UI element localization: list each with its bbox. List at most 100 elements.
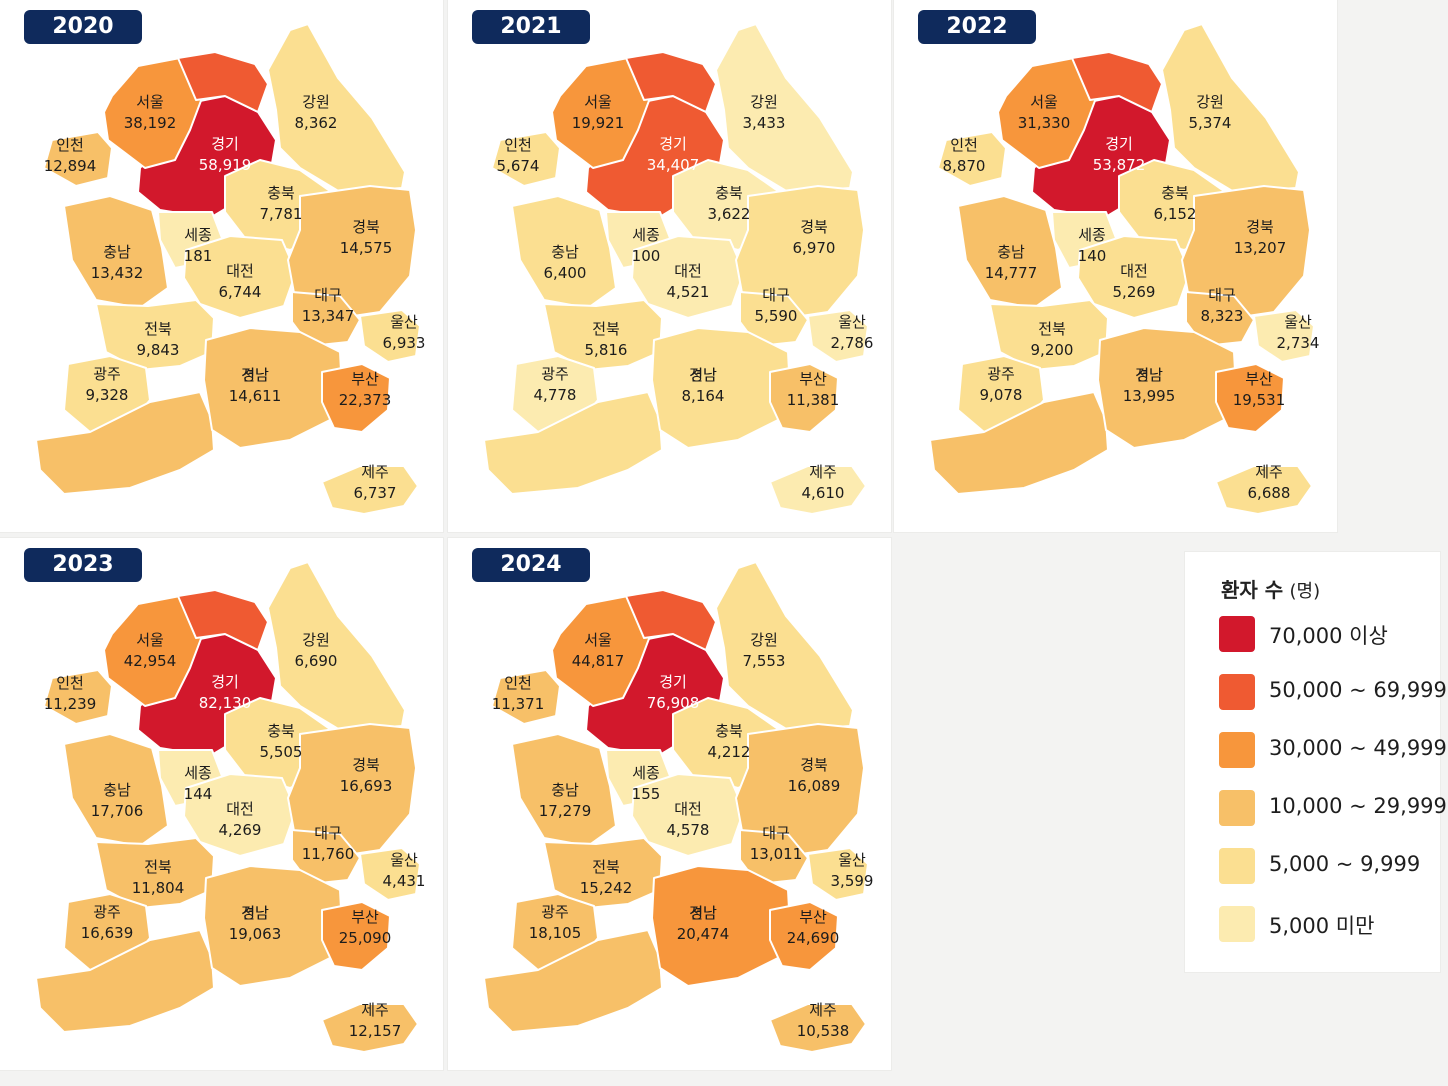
region-shape xyxy=(739,291,809,347)
region-name: 대구 xyxy=(1208,286,1236,304)
region-shape xyxy=(807,847,869,901)
region-value: 82,130 xyxy=(199,694,252,712)
region-value: 16,693 xyxy=(340,777,393,795)
region-shape xyxy=(1181,185,1311,319)
region-value: 31,330 xyxy=(1018,114,1071,132)
region-label: 충남 13,432 xyxy=(91,243,144,282)
region-name: 서울 xyxy=(1030,93,1058,111)
region-name: 충북 xyxy=(1161,184,1189,202)
region-name: 전북 xyxy=(1038,320,1066,338)
korea-map: 서울 44,817 경기 76,908 인천 11,371 강원 7,553 충북 4,212 세종… xyxy=(483,561,873,1053)
region-value: 16,089 xyxy=(788,777,841,795)
region-value: 2,734 xyxy=(1277,334,1320,352)
region-value: 76,908 xyxy=(647,694,700,712)
region-value: 100 xyxy=(632,247,661,265)
region-label: 대전 4,521 xyxy=(667,262,710,301)
legend-label: 5,000 미만 xyxy=(1269,914,1375,938)
region-label: 대전 4,578 xyxy=(667,800,710,839)
region-value: 5,816 xyxy=(585,341,628,359)
region-shape xyxy=(551,595,654,707)
region-label: 울산 2,734 xyxy=(1277,313,1320,352)
region-name: 대구 xyxy=(314,824,342,842)
region-name: 경기 xyxy=(1105,135,1133,153)
region-shape xyxy=(551,57,654,169)
region-name: 부산 xyxy=(351,908,379,926)
map-panel: 서울 31,330 경기 53,872 인천 8,870 강원 5,374 충북 6,152 세종 1… xyxy=(894,0,1337,532)
region-shape xyxy=(177,51,269,113)
region-label: 대전 5,269 xyxy=(1113,262,1156,301)
region-shape xyxy=(631,235,745,319)
region-label: 경북 16,693 xyxy=(340,756,393,795)
region-name: 광주 xyxy=(541,903,569,921)
year-badge: 2023 xyxy=(24,548,142,582)
region-label: 대구 8,323 xyxy=(1201,286,1244,325)
region-value: 3,622 xyxy=(708,205,751,223)
region-value: 6,737 xyxy=(354,484,397,502)
region-label: 인천 12,894 xyxy=(44,136,97,175)
region-shape xyxy=(769,1003,867,1053)
region-value: 44,817 xyxy=(572,652,625,670)
region-shape xyxy=(735,723,865,857)
region-shape xyxy=(929,391,1109,495)
legend: 환자 수 (명) 70,000 이상 50,000 ~ 69,999 30,000 … xyxy=(1185,552,1447,972)
region-name: 강원 xyxy=(302,631,330,649)
region-name: 서울 xyxy=(136,93,164,111)
region-label: 인천 5,674 xyxy=(497,136,540,175)
region-name: 제주 xyxy=(809,1001,837,1019)
region-shape xyxy=(35,929,215,1033)
map-panel: 서울 44,817 경기 76,908 인천 11,371 강원 7,553 충북 4,212 세종… xyxy=(448,538,891,1070)
region-shape xyxy=(739,829,809,885)
region-value: 6,933 xyxy=(383,334,426,352)
region-shape xyxy=(287,185,417,319)
region-label: 울산 6,933 xyxy=(383,313,426,352)
region-name: 충북 xyxy=(715,184,743,202)
region-name: 부산 xyxy=(799,908,827,926)
region-label: 전북 9,200 xyxy=(1031,320,1074,359)
region-shape xyxy=(769,901,839,971)
region-value: 58,919 xyxy=(199,156,252,174)
region-label: 서울 42,954 xyxy=(124,631,177,670)
region-label: 울산 2,786 xyxy=(831,313,874,352)
region-label: 광주 16,639 xyxy=(81,903,134,942)
region-name: 충남 xyxy=(551,243,579,261)
region-label: 세종 181 xyxy=(184,226,213,265)
region-label: 제주 6,688 xyxy=(1248,463,1291,502)
region-shape xyxy=(63,733,169,847)
region-name: 전북 xyxy=(144,320,172,338)
region-shape xyxy=(267,23,406,193)
region-value: 13,011 xyxy=(750,845,803,863)
region-value: 2,786 xyxy=(831,334,874,352)
region-label: 부산 22,373 xyxy=(339,370,392,409)
region-name: 강원 xyxy=(1196,93,1224,111)
region-shape xyxy=(625,589,717,651)
region-value: 13,207 xyxy=(1234,239,1287,257)
region-value: 4,212 xyxy=(708,743,751,761)
region-label: 전남 xyxy=(1135,366,1163,384)
region-label: 충북 3,622 xyxy=(708,184,751,223)
region-shape xyxy=(183,773,297,857)
region-name: 제주 xyxy=(361,1001,389,1019)
region-name: 충북 xyxy=(715,722,743,740)
region-value: 11,804 xyxy=(132,879,185,897)
year-badge: 2021 xyxy=(472,10,590,44)
region-name: 경기 xyxy=(659,135,687,153)
region-label: 인천 11,371 xyxy=(492,674,545,713)
region-name: 울산 xyxy=(390,313,418,331)
region-shape xyxy=(321,465,419,515)
region-value: 5,269 xyxy=(1113,283,1156,301)
region-label: 경북 14,575 xyxy=(340,218,393,257)
region-name: 세종 xyxy=(1078,226,1106,244)
region-value: 5,374 xyxy=(1189,114,1232,132)
region-name: 대전 xyxy=(226,262,254,280)
region-shape xyxy=(807,309,869,363)
region-label: 충남 14,777 xyxy=(985,243,1038,282)
region-shape xyxy=(359,847,421,901)
region-label: 경기 34,407 xyxy=(647,135,700,174)
region-label: 경기 58,919 xyxy=(199,135,252,174)
region-value: 19,921 xyxy=(572,114,625,132)
region-value: 24,690 xyxy=(787,929,840,947)
region-label: 부산 19,531 xyxy=(1233,370,1286,409)
region-value: 25,090 xyxy=(339,929,392,947)
legend-swatch xyxy=(1219,906,1255,942)
region-shape xyxy=(1071,51,1163,113)
